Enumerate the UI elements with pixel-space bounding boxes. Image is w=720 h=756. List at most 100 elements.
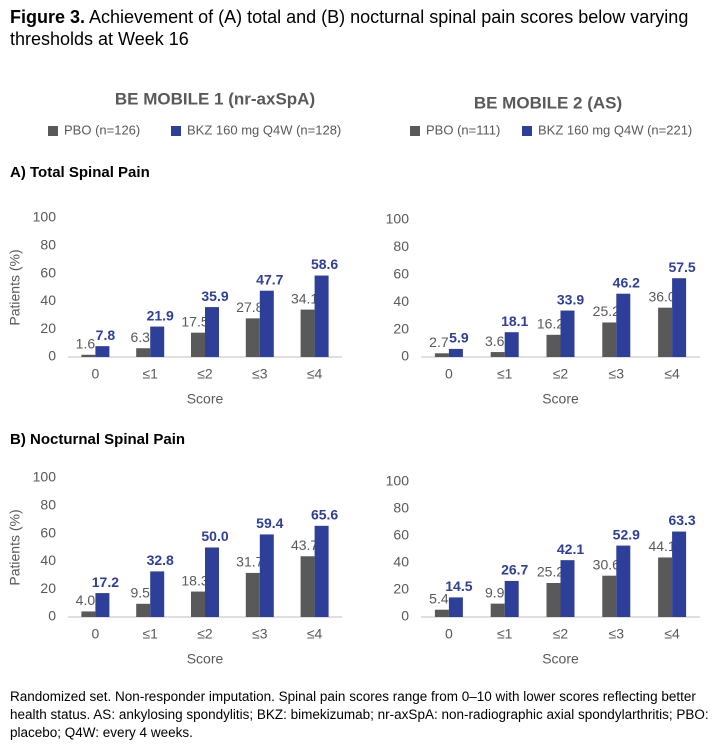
bar — [546, 334, 561, 357]
value-label: 5.9 — [449, 330, 469, 346]
bar — [81, 611, 96, 617]
value-label: 17.2 — [92, 574, 119, 590]
value-label: 50.0 — [201, 528, 228, 544]
y-axis-label: Patients (%) — [7, 249, 23, 325]
bar — [245, 572, 260, 617]
y-tick-label: 100 — [386, 211, 410, 227]
y-tick-label: 40 — [393, 293, 409, 309]
x-tick-label: ≤3 — [252, 366, 268, 382]
bar — [191, 591, 205, 617]
x-tick-label: ≤1 — [497, 366, 513, 382]
x-tick-label: ≤4 — [307, 366, 323, 382]
y-tick-label: 80 — [40, 497, 56, 513]
x-tick-label: ≤2 — [197, 626, 213, 642]
x-tick-label: ≤4 — [664, 366, 680, 382]
legend-swatch — [48, 126, 58, 136]
x-tick-label: ≤1 — [142, 366, 158, 382]
value-label: 52.9 — [613, 526, 640, 542]
bar — [560, 560, 575, 617]
title-text: Achievement of (A) total and (B) nocturn… — [10, 7, 689, 49]
value-label: 18.3 — [181, 572, 208, 588]
value-label: 32.8 — [147, 552, 174, 568]
y-tick-label: 60 — [40, 524, 56, 540]
bar — [434, 609, 449, 617]
value-label: 5.4 — [429, 590, 449, 606]
value-label: 14.5 — [445, 578, 472, 594]
bar — [448, 597, 463, 617]
x-axis-label: Score — [187, 391, 224, 407]
bar — [658, 307, 673, 357]
figure-label: Figure 3. — [10, 7, 86, 27]
x-tick-label: ≤1 — [497, 626, 513, 642]
x-tick-label: 0 — [92, 366, 100, 382]
bar — [504, 580, 519, 617]
x-tick-label: ≤3 — [609, 366, 625, 382]
section-label: A) Total Spinal Pain — [10, 164, 150, 181]
bar — [245, 318, 260, 357]
y-tick-label: 0 — [401, 608, 409, 624]
value-label: 44.1 — [648, 538, 675, 554]
x-axis-label: Score — [542, 391, 579, 407]
value-label: 47.7 — [256, 271, 283, 287]
legend-swatch — [410, 126, 420, 136]
value-label: 17.5 — [181, 313, 208, 329]
bar — [95, 593, 110, 617]
value-label: 33.9 — [557, 291, 584, 307]
x-tick-label: ≤1 — [142, 626, 158, 642]
value-label: 63.3 — [668, 512, 695, 528]
bar — [191, 332, 205, 357]
y-tick-label: 40 — [393, 554, 409, 570]
footnote: Randomized set. Non-responder imputation… — [10, 689, 709, 740]
bar — [314, 525, 329, 617]
legend-label: BKZ 160 mg Q4W (n=128) — [187, 122, 341, 137]
y-tick-label: 100 — [386, 473, 410, 489]
bar — [205, 547, 219, 617]
study-title: BE MOBILE 1 (nr-axSpA) — [115, 89, 315, 108]
y-tick-label: 80 — [40, 237, 56, 253]
x-tick-label: ≤2 — [553, 626, 569, 642]
bar — [259, 290, 274, 357]
value-label: 2.7 — [429, 334, 449, 350]
value-label: 9.9 — [485, 584, 505, 600]
value-label: 42.1 — [557, 541, 584, 557]
legend-swatch — [522, 126, 532, 136]
bar — [490, 352, 505, 357]
y-tick-label: 20 — [40, 320, 56, 336]
y-tick-label: 20 — [393, 581, 409, 597]
x-tick-label: ≤4 — [307, 626, 323, 642]
value-label: 34.1 — [291, 290, 318, 306]
y-tick-label: 40 — [40, 552, 56, 568]
value-label: 7.8 — [96, 327, 116, 343]
y-tick-label: 20 — [40, 580, 56, 596]
bar — [602, 575, 617, 617]
bar — [300, 556, 315, 617]
x-tick-label: ≤3 — [252, 626, 268, 642]
x-axis-label: Score — [542, 651, 579, 667]
bar — [150, 326, 165, 357]
y-tick-label: 20 — [393, 320, 409, 336]
bar — [136, 348, 151, 357]
y-tick-label: 60 — [40, 264, 56, 280]
value-label: 59.4 — [256, 515, 283, 531]
bar — [616, 293, 631, 357]
value-label: 31.7 — [236, 554, 263, 570]
value-label: 21.9 — [147, 307, 174, 323]
value-label: 16.2 — [537, 316, 564, 332]
y-tick-label: 80 — [393, 238, 409, 254]
y-tick-label: 0 — [48, 348, 56, 364]
value-label: 25.2 — [593, 303, 620, 319]
x-tick-label: ≤4 — [664, 626, 680, 642]
legend-swatch — [171, 126, 181, 136]
bar — [672, 278, 687, 357]
x-axis-label: Score — [187, 651, 224, 667]
value-label: 36.0 — [648, 288, 675, 304]
x-tick-label: ≤3 — [609, 626, 625, 642]
legend-label: PBO (n=111) — [426, 122, 500, 137]
value-label: 46.2 — [613, 274, 640, 290]
value-label: 57.5 — [668, 259, 695, 275]
x-tick-label: 0 — [445, 366, 453, 382]
legend-label: PBO (n=126) — [64, 122, 140, 137]
bar — [81, 354, 96, 357]
bar — [672, 531, 687, 617]
y-axis-label: Patients (%) — [7, 509, 23, 585]
